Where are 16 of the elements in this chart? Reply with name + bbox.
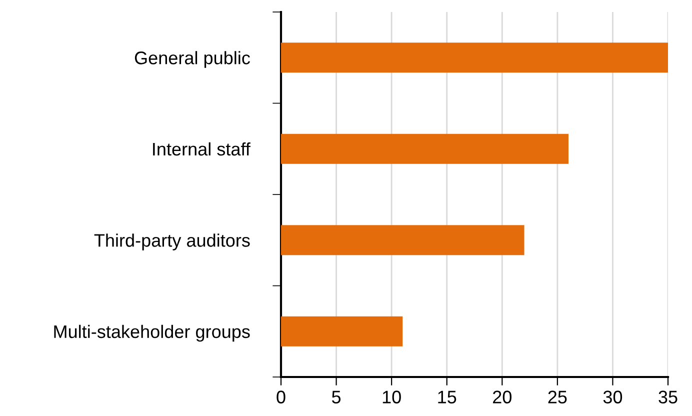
x-tick-label: 20 [493,390,512,404]
x-tick-label: 35 [658,390,678,404]
y-tick-label: Third-party auditors [94,234,250,250]
y-tick-label: Multi-stakeholder groups [54,324,250,342]
x-tick-label: 15 [438,390,456,404]
bar [281,225,524,256]
x-tick-label: 5 [332,390,341,404]
bar [281,316,403,346]
x-tick-label: 0 [276,390,286,404]
bar [281,134,568,164]
x-tick-label: 30 [603,390,622,404]
y-tick-label: General public [134,51,250,68]
x-tick-label: 25 [548,390,567,404]
y-tick-label: Internal staff [153,142,250,156]
bar [281,42,668,73]
x-tick-label: 10 [382,390,401,404]
